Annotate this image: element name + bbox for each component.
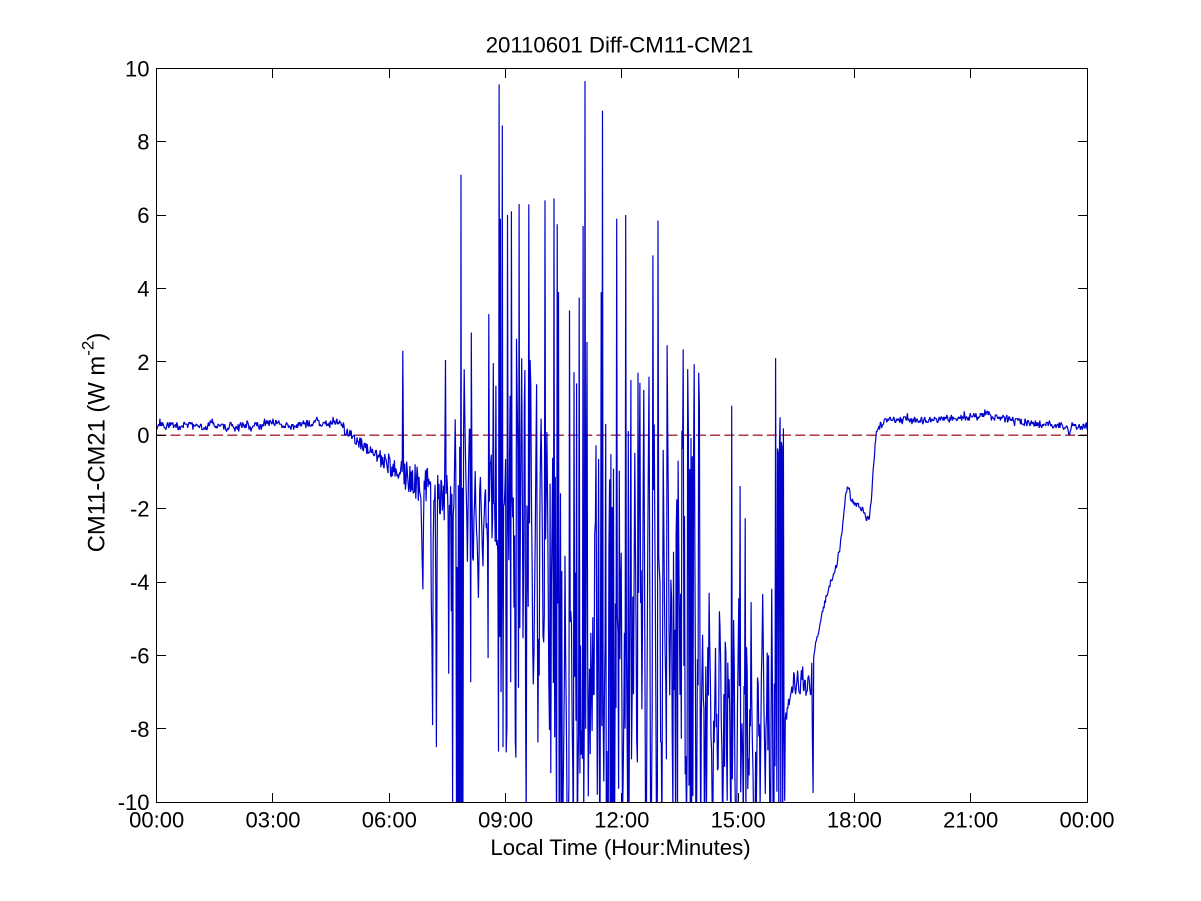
svg-text:12:00: 12:00 (594, 808, 649, 833)
svg-text:-6: -6 (130, 643, 150, 668)
svg-text:8: 8 (137, 130, 149, 155)
svg-text:00:00: 00:00 (1059, 808, 1114, 833)
svg-text:15:00: 15:00 (711, 808, 766, 833)
svg-text:09:00: 09:00 (478, 808, 533, 833)
svg-text:6: 6 (137, 203, 149, 228)
svg-text:21:00: 21:00 (943, 808, 998, 833)
svg-text:10: 10 (125, 56, 149, 81)
svg-text:06:00: 06:00 (362, 808, 417, 833)
svg-text:-2: -2 (130, 497, 150, 522)
svg-text:Local Time (Hour:Minutes): Local Time (Hour:Minutes) (490, 835, 750, 860)
svg-text:2: 2 (137, 350, 149, 375)
svg-text:00:00: 00:00 (129, 808, 184, 833)
svg-text:20110601 Diff-CM11-CM21: 20110601 Diff-CM11-CM21 (486, 33, 754, 58)
svg-text:0: 0 (137, 423, 149, 448)
svg-text:-8: -8 (130, 717, 150, 742)
svg-text:-4: -4 (130, 570, 150, 595)
svg-text:4: 4 (137, 277, 149, 302)
svg-text:18:00: 18:00 (827, 808, 882, 833)
svg-text:03:00: 03:00 (245, 808, 300, 833)
svg-text:CM11-CM21 (W m-2): CM11-CM21 (W m-2) (79, 333, 111, 553)
svg-text:-10: -10 (118, 790, 150, 815)
